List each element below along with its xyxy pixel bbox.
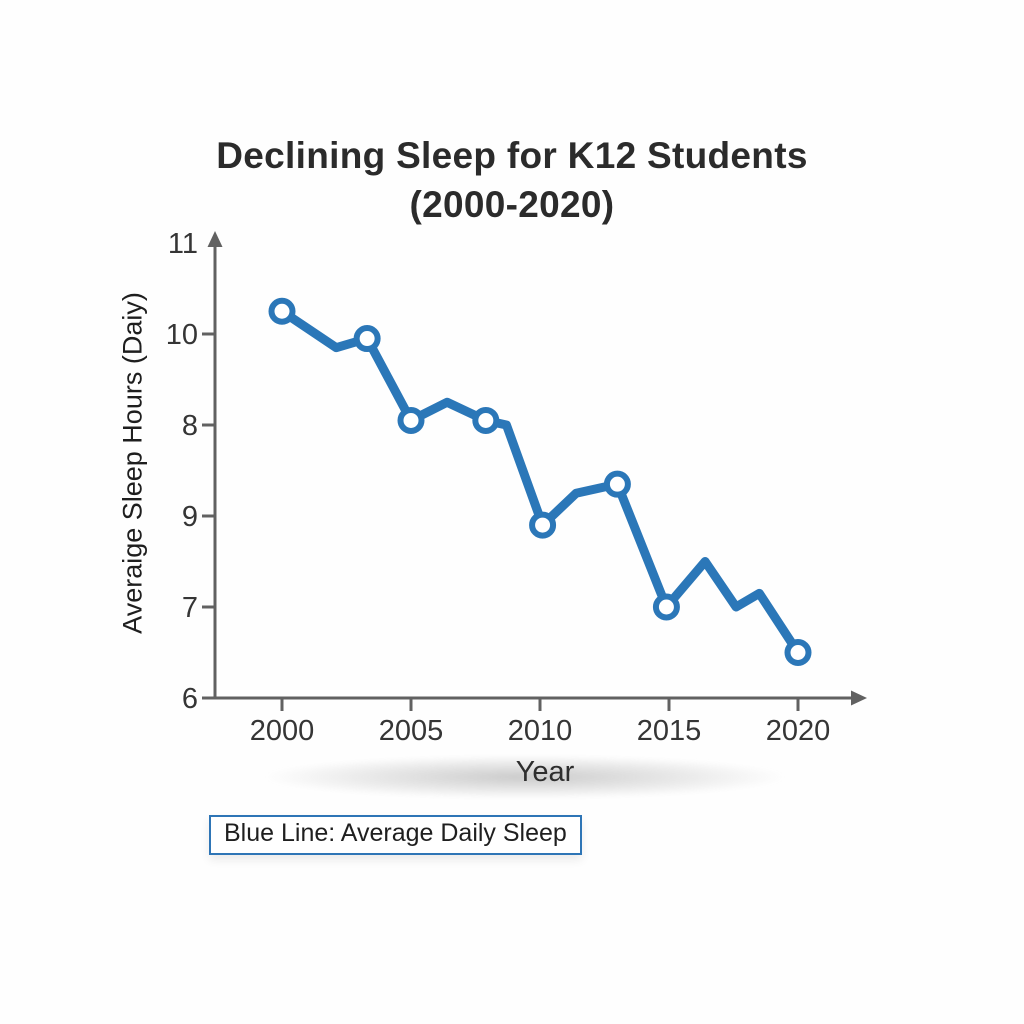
data-point-marker <box>472 406 500 434</box>
data-point-marker <box>353 325 381 353</box>
y-axis-label: Averaige Sleep Hours (Daiy) <box>117 292 148 634</box>
y-tick-label: 7 <box>182 592 198 624</box>
y-tick-label: 9 <box>182 501 198 533</box>
data-point-marker <box>603 470 631 498</box>
y-axis-arrow <box>207 231 223 247</box>
y-tick-label: 11 <box>168 228 198 260</box>
y-tick-label: 8 <box>182 410 198 442</box>
x-tick-label: 2000 <box>250 715 315 747</box>
data-point-marker <box>652 593 680 621</box>
x-axis-arrow <box>851 690 867 706</box>
data-point-marker <box>529 511 557 539</box>
chart-title: Declining Sleep for K12 Students (2000-2… <box>0 131 1024 229</box>
x-tick-label: 2015 <box>637 715 702 747</box>
x-tick-label: 2005 <box>379 715 444 747</box>
chart-title-line1: Declining Sleep for K12 Students <box>216 135 808 176</box>
data-point-marker <box>268 297 296 325</box>
data-point-marker <box>397 406 425 434</box>
x-tick-label: 2010 <box>508 715 573 747</box>
sleep-trend-line <box>277 306 803 657</box>
x-axis-label: Year <box>515 756 575 788</box>
y-tick-label: 10 <box>166 319 198 351</box>
legend-box: Blue Line: Average Daily Sleep <box>209 815 582 855</box>
y-tick-label: 6 <box>182 683 198 715</box>
data-point-marker <box>784 639 812 666</box>
chart-title-line2: (2000-2020) <box>409 184 615 225</box>
legend-text: Blue Line: Average Daily Sleep <box>224 819 567 847</box>
x-tick-label: 2020 <box>766 715 831 747</box>
chart-base-shadow <box>163 747 887 807</box>
